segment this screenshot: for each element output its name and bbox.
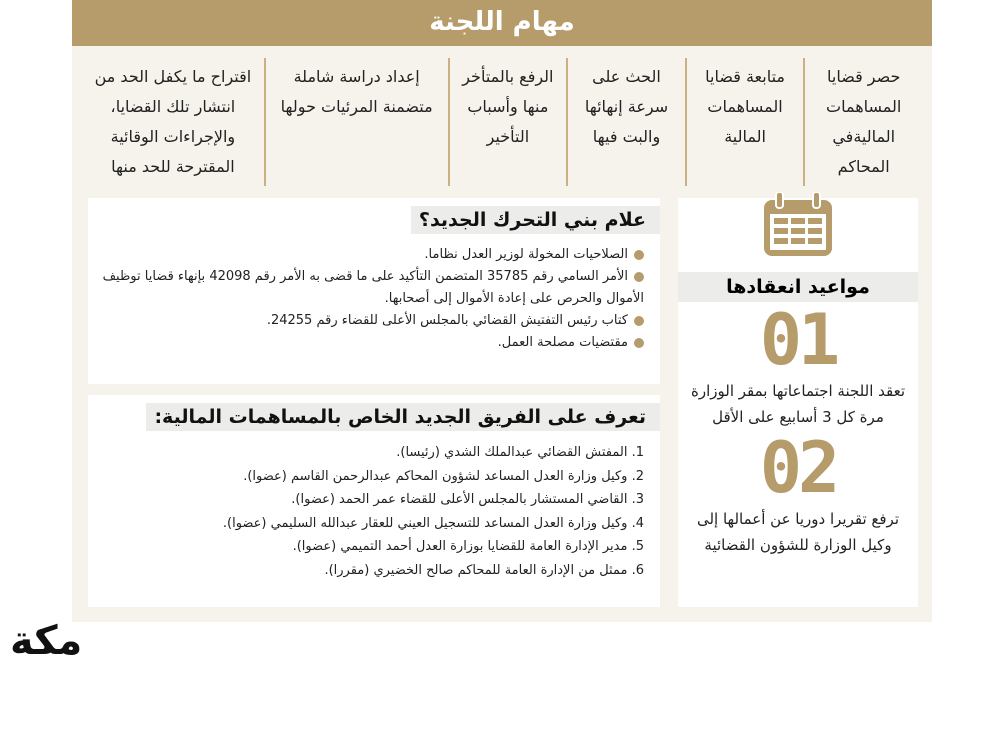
team-member: 1. المفتش القضائي عبدالملك الشدي (رئيسا)… [396,445,644,460]
header-title: مهام اللجنة [72,0,932,46]
schedule-number: 02 [759,427,840,509]
team-member: 3. القاضي المستشار بالمجلس الأعلى للقضاء… [291,492,644,507]
basis-text: كتاب رئيس التفتيش القضائي بالمجلس الأعلى… [266,313,628,328]
schedule-text: ترفع تقريرا دوريا عن أعمالها إلى وكيل ال… [696,510,900,554]
task-item: حصر قضايا المساهمات الماليةفي المحاكم [803,58,922,186]
schedule-text: تعقد اللجنة اجتماعاتها بمقر الوزارة مرة … [691,382,905,426]
basis-text: الأمر السامي رقم 35785 المتضمن التأكيد ع… [102,269,644,306]
basis-text: مقتضيات مصلحة العمل. [497,335,628,350]
basis-text: الصلاحيات المخولة لوزير العدل نظاما. [424,247,628,262]
task-item: الحث على سرعة إنهائها والبت فيها [566,58,685,186]
bullet-icon [634,271,644,282]
basis-item: مقتضيات مصلحة العمل. [96,332,644,354]
schedule-box: مواعيد انعقادها 01 تعقد اللجنة اجتماعاته… [678,191,918,607]
task-item: متابعة قضايا المساهمات المالية [684,58,804,186]
task-item: إعداد دراسة شاملة متضمنة المرئيات حولها [263,58,448,186]
team-member: 5. مدير الإدارة العامة للقضايا بوزارة ال… [292,539,644,554]
schedule-number: 01 [759,299,840,381]
infographic-panel: مهام اللجنة حصر قضايا المساهمات الماليةف… [72,0,932,622]
task-item: اقتراح ما يكفل الحد من انتشار تلك القضاي… [94,67,252,176]
basis-item: كتاب رئيس التفتيش القضائي بالمجلس الأعلى… [96,310,644,332]
team-box: تعرف على الفريق الجديد الخاص بالمساهمات … [88,395,660,607]
team-title: تعرف على الفريق الجديد الخاص بالمساهمات … [146,403,660,431]
basis-item: الأمر السامي رقم 35785 المتضمن التأكيد ع… [96,266,644,310]
task-item: الرفع بالمتأخر منها وأسباب التأخير [447,58,567,186]
basis-title: علام بني التحرك الجديد؟ [410,206,660,234]
basis-item: الصلاحيات المخولة لوزير العدل نظاما. [96,244,644,266]
calendar-icon [764,191,832,256]
makkah-logo: مكة [10,618,83,664]
schedule-title: مواعيد انعقادها [678,272,918,302]
team-member: 6. ممثل من الإدارة العامة للمحاكم صالح ا… [324,562,644,578]
team-member: 2. وكيل وزارة العدل المساعد لشؤون المحاك… [243,468,644,484]
team-member: 4. وكيل وزارة العدل المساعد للتسجيل العي… [222,515,644,531]
bullet-icon [634,337,644,348]
bullet-icon [634,315,644,326]
tasks-row: حصر قضايا المساهمات الماليةفي المحاكم مت… [82,58,922,186]
bullet-icon [634,249,644,260]
basis-box: علام بني التحرك الجديد؟ الصلاحيات المخول… [88,198,660,384]
